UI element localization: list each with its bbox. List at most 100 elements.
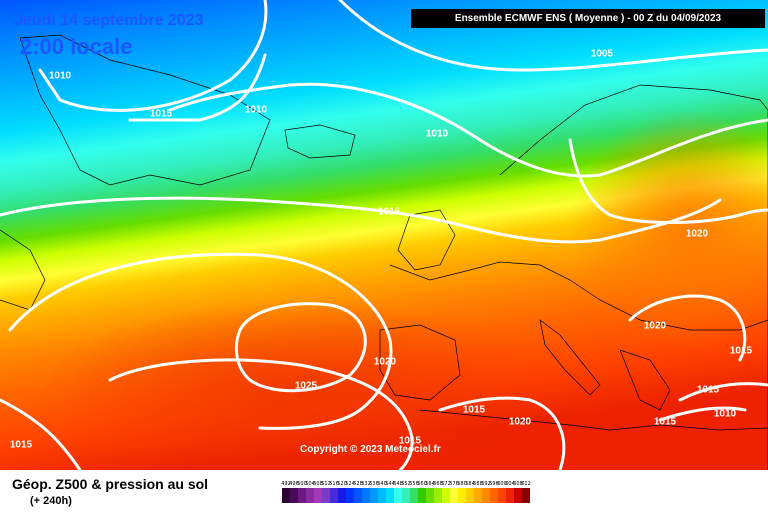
scale-step-swatch <box>426 488 434 503</box>
scale-step-swatch <box>290 488 298 503</box>
scale-step-swatch <box>418 488 426 503</box>
scale-step: 520 <box>337 481 347 503</box>
scale-step-label: 508 <box>313 481 323 487</box>
scandinavia-coast <box>499 84 768 470</box>
isobar-label: 1015 <box>377 206 401 218</box>
scale-step: 500 <box>297 481 307 503</box>
scale-step-swatch <box>498 488 506 503</box>
isobar-1025-high <box>234 302 367 393</box>
iberia-coast <box>379 324 461 401</box>
isobar-label: 1015 <box>398 435 422 447</box>
scale-step-swatch <box>522 488 530 503</box>
scale-step-label: 596 <box>489 481 499 487</box>
coastlines <box>0 34 768 470</box>
scale-step-label: 492 <box>281 481 291 487</box>
scale-step: 516 <box>329 481 339 503</box>
scale-step: 528 <box>353 481 363 503</box>
scale-step-label: 520 <box>337 481 347 487</box>
scale-step: 536 <box>369 481 379 503</box>
canada-coast <box>0 229 46 311</box>
scale-step-label: 600 <box>497 481 507 487</box>
scale-step: 580 <box>457 481 467 503</box>
isobar-1015-central <box>0 196 722 244</box>
scale-step-swatch <box>490 488 498 503</box>
isobar-label: 1020 <box>373 356 397 368</box>
scale-step-swatch <box>434 488 442 503</box>
color-scale: 492 496 500 504 508 512 516 520 524 528 532 536 540 5… <box>281 481 531 503</box>
isobar-1015-southwest <box>0 398 82 470</box>
north-africa-coast <box>419 409 768 431</box>
scale-step-swatch <box>458 488 466 503</box>
forecast-date: Jeudi 14 septembre 2023 <box>14 12 204 29</box>
isobar-label: 1025 <box>294 380 318 392</box>
scale-step-swatch <box>362 488 370 503</box>
scale-step-label: 516 <box>329 481 339 487</box>
isobar-label: 1010 <box>244 104 268 116</box>
copyright-notice: Copyright © 2023 Meteociel.fr <box>300 444 441 455</box>
geopotential-map <box>0 0 768 470</box>
greenland-coast <box>19 34 271 186</box>
scale-step-swatch <box>282 488 290 503</box>
scale-step-label: 568 <box>433 481 443 487</box>
iceland-coast <box>284 124 356 159</box>
legend-subtitle: (+ 240h) <box>30 495 72 507</box>
scale-step-swatch <box>474 488 482 503</box>
british-isles-coast <box>397 209 456 271</box>
scale-step: 588 <box>473 481 483 503</box>
scale-step-swatch <box>514 488 522 503</box>
scale-step-label: 528 <box>353 481 363 487</box>
scale-step: 508 <box>313 481 323 503</box>
isobar-1020-balkans <box>628 294 747 362</box>
scale-step: 544 <box>385 481 395 503</box>
scale-step: 560 <box>417 481 427 503</box>
isobar-1010-east <box>658 406 747 422</box>
scale-step: 504 <box>305 481 315 503</box>
isobar-label: 1015 <box>696 384 720 396</box>
scale-step-label: 496 <box>289 481 299 487</box>
isobar-1010-atlantic <box>168 82 768 178</box>
scale-step-label: 524 <box>345 481 355 487</box>
continent-coast <box>389 261 768 331</box>
scale-step: 564 <box>425 481 435 503</box>
scale-step: 596 <box>489 481 499 503</box>
scale-step-swatch <box>450 488 458 503</box>
legend-title: Géop. Z500 & pression au sol <box>12 476 209 492</box>
isobar-1005-north <box>338 0 768 72</box>
scale-step: 532 <box>361 481 371 503</box>
scale-step-label: 580 <box>457 481 467 487</box>
scale-step-swatch <box>346 488 354 503</box>
scale-step-swatch <box>442 488 450 503</box>
scale-step-label: 564 <box>425 481 435 487</box>
isobar-1020-south <box>108 358 414 470</box>
scale-step-label: 504 <box>305 481 315 487</box>
isobar-label: 1020 <box>643 320 667 332</box>
isobar-label: 1015 <box>9 439 33 451</box>
legend-footer: Géop. Z500 & pression au sol (+ 240h) 49… <box>0 470 768 512</box>
scale-step-label: 592 <box>481 481 491 487</box>
isobar-label: 1015 <box>149 108 173 120</box>
scale-step: 600 <box>497 481 507 503</box>
scale-step-swatch <box>338 488 346 503</box>
scale-step-label: 548 <box>393 481 403 487</box>
scale-step-swatch <box>378 488 386 503</box>
scale-step-label: 540 <box>377 481 387 487</box>
forecast-time: 2:00 locale <box>20 34 133 59</box>
isobar-label: 1015 <box>462 404 486 416</box>
scale-step: 608 <box>513 481 523 503</box>
scale-step: 612 <box>521 481 531 503</box>
scale-step-label: 560 <box>417 481 427 487</box>
scale-step-swatch <box>506 488 514 503</box>
scale-step-swatch <box>314 488 322 503</box>
scale-step-label: 544 <box>385 481 395 487</box>
scale-step: 496 <box>289 481 299 503</box>
isobar-1020-high <box>8 252 393 430</box>
scale-step-swatch <box>306 488 314 503</box>
scale-step-swatch <box>482 488 490 503</box>
scale-step: 604 <box>505 481 515 503</box>
scale-step: 576 <box>449 481 459 503</box>
scale-step-label: 500 <box>297 481 307 487</box>
scale-step-label: 536 <box>369 481 379 487</box>
isobar-1015-greenland <box>128 53 267 122</box>
model-run-banner: Ensemble ECMWF ENS ( Moyenne ) - 00 Z du… <box>411 9 765 28</box>
